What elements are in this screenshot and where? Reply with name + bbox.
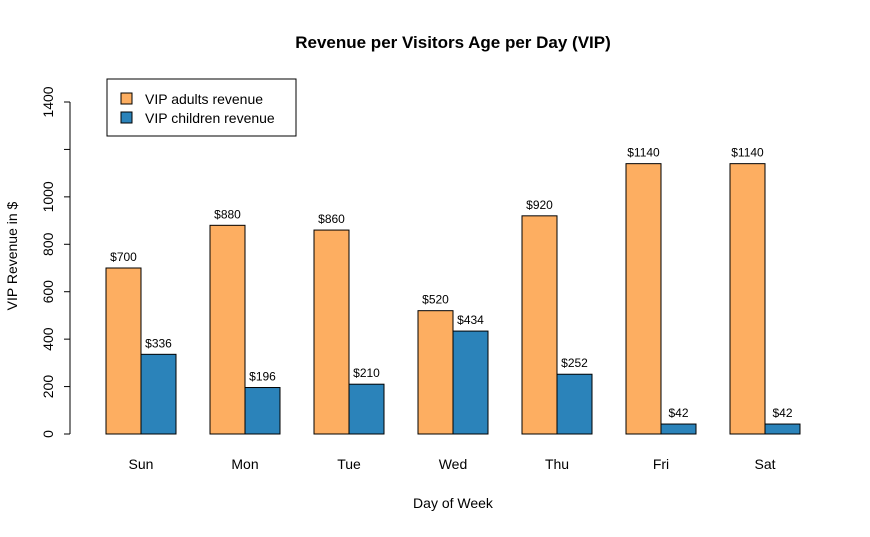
legend: VIP adults revenue VIP children revenue: [106, 78, 297, 137]
data-label: $434: [457, 313, 484, 327]
bar-sun-series-1: [105, 267, 142, 435]
data-label: $42: [668, 406, 688, 420]
bar-tue-series-1: [313, 229, 350, 435]
x-tick-label: Wed: [439, 456, 468, 472]
y-tick-label: 200: [40, 375, 56, 399]
data-label: $700: [110, 250, 137, 264]
data-label: $920: [526, 198, 553, 212]
legend-label: VIP children revenue: [145, 110, 275, 126]
y-axis-label: VIP Revenue in $: [4, 201, 20, 310]
y-axis: 0 200 400 600 800 1000 1400: [40, 86, 71, 438]
bars-group: [105, 163, 801, 435]
data-label: $880: [214, 207, 241, 221]
data-label: $336: [145, 336, 172, 350]
bar-fri-series-1: [625, 163, 662, 435]
bar-mon-series-2: [244, 387, 281, 435]
legend-swatch: [120, 92, 133, 105]
bar-thu-series-1: [521, 215, 558, 435]
y-tick-label: 1400: [40, 86, 56, 117]
y-tick-label: 1000: [40, 181, 56, 212]
bar-sat-series-1: [729, 163, 766, 435]
bar-wed-series-2: [452, 330, 489, 435]
bar-mon-series-1: [209, 224, 246, 435]
data-label: $42: [772, 406, 792, 420]
bar-tue-series-2: [348, 383, 385, 435]
data-labels-group: $700 $336 $880 $196 $860 $210 $520 $434 $920 $252…: [110, 146, 793, 420]
data-label: $520: [422, 293, 449, 307]
chart-title: Revenue per Visitors Age per Day (VIP): [295, 33, 611, 52]
y-tick-label: 800: [40, 232, 56, 256]
bar-sat-series-2: [764, 423, 801, 435]
x-tick-label: Tue: [337, 456, 361, 472]
data-label: $860: [318, 212, 345, 226]
x-tick-label: Fri: [653, 456, 669, 472]
data-label: $1140: [627, 146, 660, 160]
data-label: $210: [353, 366, 380, 380]
data-label: $196: [249, 370, 276, 384]
bar-wed-series-1: [417, 310, 454, 435]
legend-box: [106, 78, 297, 137]
y-tick-label: 0: [40, 430, 56, 438]
legend-swatch: [120, 111, 133, 124]
data-label: $252: [561, 356, 588, 370]
data-label: $1140: [731, 146, 764, 160]
y-tick-label: 600: [40, 280, 56, 304]
x-tick-label: Thu: [545, 456, 569, 472]
legend-label: VIP adults revenue: [145, 91, 263, 107]
x-tick-label: Sun: [129, 456, 154, 472]
bar-sun-series-2: [140, 353, 177, 435]
x-tick-label: Sat: [754, 456, 775, 472]
x-tick-label: Mon: [231, 456, 258, 472]
bar-fri-series-2: [660, 423, 697, 435]
y-tick-label: 400: [40, 327, 56, 351]
x-axis-label: Day of Week: [413, 495, 494, 511]
bar-thu-series-2: [556, 373, 593, 435]
category-labels-group: Sun Mon Tue Wed Thu Fri Sat: [129, 456, 776, 472]
